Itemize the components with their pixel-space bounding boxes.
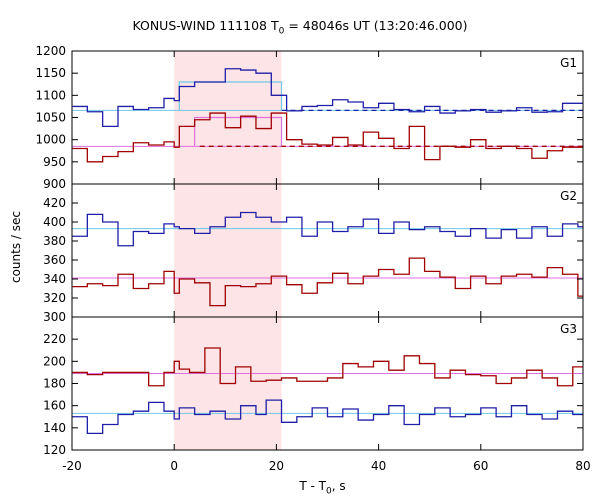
g2-series-blue <box>72 211 583 247</box>
xtick-label: 60 <box>473 459 488 473</box>
xtick-label: 0 <box>170 459 178 473</box>
g2-ytick-label: 400 <box>43 215 66 229</box>
g3-series-blue <box>72 399 583 435</box>
x-axis-label: T - T0, s <box>299 479 346 497</box>
g2-ytick-label: 380 <box>43 234 66 248</box>
g2-ytick-label: 300 <box>43 310 66 324</box>
g1-panel-label: G1 <box>560 56 577 70</box>
xtick-label: 80 <box>575 459 590 473</box>
g1-interval-box-1 <box>194 116 283 147</box>
g1-frame <box>71 50 584 185</box>
g2-frame <box>71 183 584 318</box>
g1-ytick-label: 1000 <box>35 133 66 147</box>
g2-series-red <box>72 257 583 307</box>
g2-ytick-label: 320 <box>43 291 66 305</box>
g1-series-red <box>72 112 583 163</box>
g1-ytick-label: 900 <box>43 177 66 191</box>
g3-ytick-label: 160 <box>43 399 66 413</box>
g3-panel-label: G3 <box>560 322 577 336</box>
g3-series-red <box>72 347 583 387</box>
g1-series-blue <box>72 68 583 128</box>
g1-ytick-label: 1200 <box>35 44 66 58</box>
g3-ytick-label: 180 <box>43 377 66 391</box>
g2-ytick-label: 420 <box>43 196 66 210</box>
g2-ytick-label: 360 <box>43 253 66 267</box>
g1-ytick-label: 1050 <box>35 111 66 125</box>
xtick-label: 40 <box>371 459 386 473</box>
g1-ytick-label: 950 <box>43 155 66 169</box>
g3-ytick-label: 140 <box>43 421 66 435</box>
g1-ytick-label: 1150 <box>35 66 66 80</box>
xtick-label: -20 <box>62 459 82 473</box>
g3-ytick-label: 120 <box>43 443 66 457</box>
xtick-label: 20 <box>269 459 284 473</box>
g1-ytick-label: 1100 <box>35 88 66 102</box>
y-axis-label: counts / sec <box>9 211 23 284</box>
chart-title: KONUS-WIND 111108 T0 = 48046s UT (13:20:… <box>132 18 468 37</box>
g2-ytick-label: 340 <box>43 272 66 286</box>
g3-ytick-label: 200 <box>43 354 66 368</box>
g3-ytick-label: 220 <box>43 332 66 346</box>
g2-panel-label: G2 <box>560 189 577 203</box>
